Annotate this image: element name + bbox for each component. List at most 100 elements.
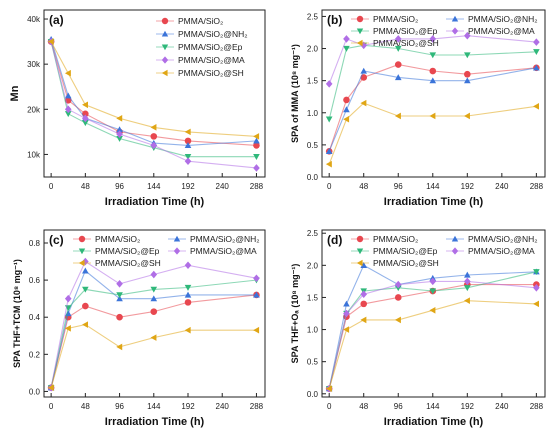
legend-marker bbox=[78, 259, 85, 267]
data-point bbox=[150, 141, 158, 150]
x-axis-title: Irradiation Time (h) bbox=[384, 416, 484, 428]
data-point bbox=[253, 274, 260, 283]
legend-label: PMMA/SiO₂@MA bbox=[190, 246, 257, 256]
data-point bbox=[343, 309, 350, 318]
data-point bbox=[429, 288, 437, 295]
legend-label: PMMA/SiO₂ bbox=[373, 14, 418, 24]
panel-d: 0 48 96 144 192 240 288 0.0 0.5 1.0 1.5 2.0 2.5 Irrad… bbox=[290, 229, 546, 428]
x-tick-label: 0 bbox=[327, 182, 332, 191]
legend: PMMA/SiO₂ PMMA/SiO₂@NH₂ PMMA/SiO₂@Ep PMMA/S… bbox=[156, 16, 248, 78]
data-point bbox=[533, 103, 540, 110]
data-point bbox=[184, 137, 192, 145]
data-point bbox=[429, 67, 437, 75]
panel-label: (b) bbox=[327, 13, 342, 27]
data-point bbox=[429, 277, 437, 286]
series-NH2 bbox=[325, 64, 540, 154]
data-point bbox=[429, 52, 437, 59]
legend: PMMA/SiO₂ PMMA/SiO₂@NH₂ PMMA/SiO₂@Ep PMMA/S… bbox=[73, 234, 260, 268]
y-tick-label: 2.0 bbox=[307, 45, 319, 54]
data-point bbox=[82, 267, 89, 274]
data-point bbox=[64, 111, 72, 118]
legend-label: PMMA/SiO₂@SH bbox=[178, 68, 244, 78]
data-point bbox=[464, 297, 470, 304]
series-MA bbox=[325, 277, 540, 393]
data-point bbox=[343, 35, 350, 43]
y-tick-label: 2.0 bbox=[307, 261, 319, 270]
data-point bbox=[150, 286, 158, 293]
panel-label: (d) bbox=[327, 233, 342, 247]
panel-label: (a) bbox=[49, 13, 64, 27]
legend-label: PMMA/SiO₂@MA bbox=[468, 26, 535, 36]
data-point bbox=[394, 294, 402, 301]
y-tick-label: 10k bbox=[27, 150, 41, 159]
legend-marker bbox=[78, 248, 86, 255]
data-point bbox=[184, 154, 192, 160]
data-point bbox=[150, 270, 158, 279]
data-point bbox=[394, 45, 402, 52]
x-tick-label: 192 bbox=[181, 182, 195, 191]
y-tick-label: 0.6 bbox=[29, 276, 41, 285]
data-point bbox=[184, 157, 192, 165]
data-point bbox=[394, 61, 402, 68]
series-SH bbox=[325, 99, 540, 168]
y-tick-label: 1.0 bbox=[307, 109, 319, 118]
data-point bbox=[116, 126, 123, 133]
y-tick-label: 0.8 bbox=[29, 239, 41, 248]
y-tick-label: 2.5 bbox=[307, 12, 319, 21]
data-point bbox=[150, 334, 157, 341]
legend: PMMA/SiO₂ PMMA/SiO₂@NH₂ PMMA/SiO₂@Ep PMMA/S… bbox=[351, 14, 538, 48]
x-tick-label: 192 bbox=[461, 182, 475, 191]
data-point bbox=[116, 115, 123, 122]
data-point bbox=[116, 130, 123, 138]
data-point bbox=[184, 326, 191, 334]
legend-marker bbox=[161, 44, 169, 51]
legend-label: PMMA/SiO₂@MA bbox=[178, 55, 245, 65]
data-point bbox=[116, 343, 123, 351]
data-point bbox=[253, 291, 260, 298]
legend-marker bbox=[356, 15, 364, 23]
data-point bbox=[253, 154, 260, 160]
y-tick-label: 20k bbox=[27, 105, 41, 114]
data-point bbox=[464, 70, 471, 78]
x-tick-label: 48 bbox=[359, 402, 368, 411]
legend-marker bbox=[356, 28, 364, 35]
legend-marker bbox=[161, 56, 169, 64]
data-point bbox=[343, 96, 350, 104]
panel-a: 0 48 96 144 192 240 288 10k 20k 30k 40k Irradiation… bbox=[9, 9, 266, 208]
y-axis-title: SPA THF+Oₐ (10⁸ mg⁻¹) bbox=[290, 264, 300, 364]
x-tick-label: 48 bbox=[81, 402, 90, 411]
y-tick-label: 0.4 bbox=[29, 313, 41, 322]
data-point bbox=[325, 116, 333, 123]
data-point bbox=[360, 41, 368, 50]
data-point bbox=[464, 112, 470, 120]
x-axis-title: Irradiation Time (h) bbox=[105, 416, 205, 428]
legend-marker bbox=[161, 69, 168, 77]
y-tick-label: 30k bbox=[27, 60, 41, 69]
data-point bbox=[360, 290, 368, 299]
data-point bbox=[394, 316, 401, 324]
legend-marker bbox=[451, 247, 459, 255]
legend-marker bbox=[173, 235, 181, 242]
data-point bbox=[533, 300, 540, 308]
data-point bbox=[184, 284, 192, 291]
x-tick-label: 240 bbox=[216, 182, 230, 191]
data-point bbox=[184, 299, 192, 306]
data-point bbox=[82, 114, 89, 123]
y-tick-label: 0.0 bbox=[307, 390, 319, 399]
series-SH bbox=[47, 321, 260, 392]
x-tick-label: 96 bbox=[115, 182, 124, 191]
legend-label: PMMA/SiO₂@Ep bbox=[373, 246, 438, 256]
data-point bbox=[253, 142, 260, 149]
legend-label: PMMA/SiO₂@SH bbox=[373, 258, 439, 268]
data-point bbox=[82, 321, 88, 328]
data-point bbox=[64, 92, 72, 99]
y-axis-title: SPA of MMA (10⁸ mg⁻¹) bbox=[290, 44, 300, 143]
data-point bbox=[533, 49, 540, 56]
data-point bbox=[116, 135, 123, 142]
x-tick-label: 192 bbox=[181, 402, 195, 411]
x-tick-label: 0 bbox=[49, 402, 54, 411]
legend-label: PMMA/SiO₂ bbox=[373, 234, 418, 244]
data-point bbox=[533, 284, 540, 292]
legend-marker bbox=[451, 235, 459, 242]
